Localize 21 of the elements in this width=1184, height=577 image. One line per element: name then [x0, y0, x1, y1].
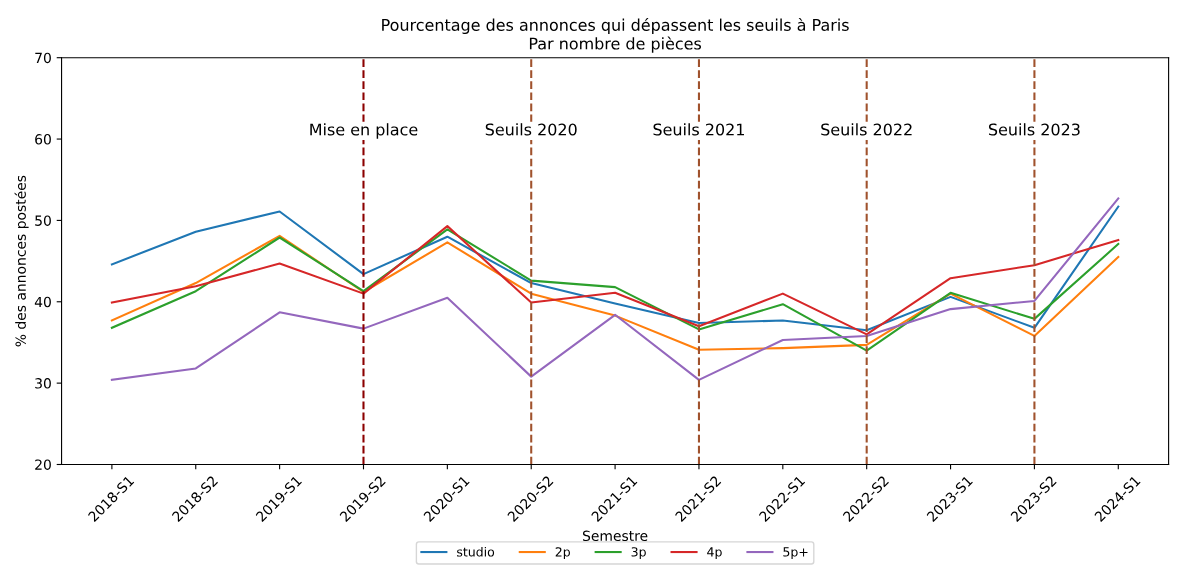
y-tick-label: 20: [35, 459, 51, 470]
ref-line-label: Seuils 2020: [485, 123, 577, 136]
x-axis-title: Semestre: [582, 530, 648, 542]
y-axis-title: % des annonces postées: [14, 175, 29, 347]
line-series: [110, 197, 1120, 381]
line-series: [110, 205, 1120, 332]
legend-label: 2p: [555, 547, 570, 560]
legend-label: 3p: [631, 547, 646, 560]
ref-line-label: Seuils 2021: [653, 123, 744, 136]
chart-title: Pourcentage des annonces qui dépassent les seuils à Paris Par nombre de pièces: [382, 17, 849, 53]
legend-label: 4p: [707, 547, 722, 560]
y-tick-label: 50: [35, 215, 51, 226]
y-tick-label: 40: [34, 296, 51, 308]
ref-line-label: Seuils 2022: [821, 123, 912, 136]
legend-label: 5p+: [783, 547, 808, 560]
legend-label: studio: [457, 546, 495, 557]
y-tick-label: 70: [35, 52, 51, 64]
y-tick-label: 60: [35, 134, 51, 145]
y-tick-label: 30: [35, 378, 51, 389]
ref-line-label: Mise en place: [310, 123, 418, 139]
ref-line-label: Seuils 2023: [988, 123, 1080, 136]
